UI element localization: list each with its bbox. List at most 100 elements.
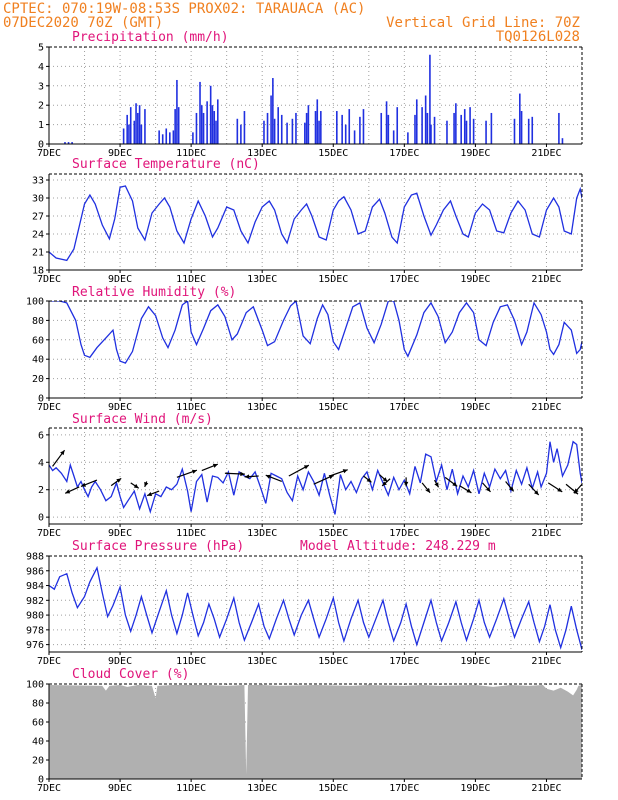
cloud-cover-data bbox=[49, 685, 582, 779]
wind-arrowhead bbox=[382, 477, 388, 482]
precipitation-bar bbox=[392, 130, 395, 144]
wind-arrowhead bbox=[240, 471, 245, 477]
header-location: CPTEC: 070:19W-08:53S PROX02: TARAUACA (… bbox=[3, 1, 365, 17]
precipitation-bar bbox=[344, 124, 347, 144]
wind-xtick-label: 9DEC bbox=[108, 528, 132, 539]
pressure-title: Surface Pressure (hPa) bbox=[72, 539, 244, 554]
precipitation-bar bbox=[490, 112, 493, 144]
wind-arrowhead bbox=[452, 481, 458, 487]
wind-title: Surface Wind (m/s) bbox=[72, 412, 213, 427]
precipitation-bar bbox=[353, 130, 356, 144]
precipitation-bar bbox=[336, 111, 338, 144]
precipitation-bar bbox=[433, 116, 436, 144]
precipitation-bar bbox=[513, 118, 516, 144]
wind-arrowhead bbox=[147, 492, 153, 496]
temperature-ytick-label: 33 bbox=[32, 176, 44, 187]
precipitation-ytick-label: 3 bbox=[38, 81, 44, 92]
pressure-ytick-label: 986 bbox=[26, 566, 44, 577]
pressure-ytick-label: 980 bbox=[26, 611, 44, 622]
cloud-cover-xtick-label: 7DEC bbox=[37, 783, 61, 794]
pressure-panel: 976 978 980 982 984 986 988 7DEC 9DEC 11DEC 13DEC 1… bbox=[26, 552, 583, 667]
humidity-ytick-label: 100 bbox=[26, 297, 44, 308]
precipitation-bar bbox=[158, 130, 160, 144]
cloud-cover-xtick-label: 13DEC bbox=[247, 783, 277, 794]
wind-xtick-label: 11DEC bbox=[176, 528, 206, 539]
precipitation-bar bbox=[316, 99, 319, 144]
precipitation-bar bbox=[280, 114, 283, 144]
cloud-cover-xtick-label: 9DEC bbox=[108, 783, 132, 794]
precipitation-bar bbox=[64, 142, 66, 144]
cloud-cover-ytick-label: 0 bbox=[38, 775, 44, 786]
wind-arrowhead bbox=[244, 474, 250, 479]
temperature-data bbox=[49, 185, 582, 262]
wind-arrowhead bbox=[60, 450, 65, 456]
precipitation-bar bbox=[67, 142, 70, 144]
cloud-cover-ytick-label: 80 bbox=[32, 699, 44, 710]
precipitation-bar bbox=[122, 128, 125, 144]
precipitation-bar bbox=[362, 109, 365, 144]
wind-arrowhead bbox=[116, 478, 122, 483]
precipitation-xtick-label: 15DEC bbox=[318, 148, 348, 159]
temperature-line bbox=[49, 185, 582, 262]
precipitation-bar bbox=[200, 105, 203, 144]
precipitation-bar bbox=[295, 112, 297, 144]
precipitation-bar bbox=[199, 81, 201, 144]
precipitation-ytick-label: 4 bbox=[38, 62, 44, 73]
precipitation-bar bbox=[320, 111, 322, 144]
precipitation-xtick-label: 13DEC bbox=[247, 148, 277, 159]
precipitation-bar bbox=[236, 118, 239, 144]
precipitation-xtick-label: 21DEC bbox=[531, 148, 561, 159]
wind-xtick-label: 15DEC bbox=[318, 528, 348, 539]
precipitation-bar bbox=[453, 112, 455, 144]
precipitation-xtick-label: 11DEC bbox=[176, 148, 206, 159]
cloud-cover-ytick-label: 40 bbox=[32, 737, 44, 748]
wind-arrowhead bbox=[403, 481, 409, 487]
temperature-xtick-label: 11DEC bbox=[176, 274, 206, 285]
pressure-ytick-label: 982 bbox=[26, 596, 44, 607]
precipitation-bar bbox=[211, 105, 214, 144]
pressure-ytick-label: 978 bbox=[26, 625, 44, 636]
precipitation-bar bbox=[527, 118, 530, 144]
precipitation-xtick-label: 19DEC bbox=[460, 148, 490, 159]
pressure-ytick-label: 988 bbox=[26, 552, 44, 563]
precipitation-bar bbox=[558, 112, 560, 144]
precipitation-bar bbox=[348, 109, 351, 144]
pressure-data bbox=[49, 565, 582, 650]
precipitation-bar bbox=[71, 142, 73, 144]
precipitation-bar bbox=[144, 109, 146, 144]
precipitation-bar bbox=[192, 132, 194, 144]
precipitation-ytick-label: 0 bbox=[38, 140, 44, 151]
precipitation-bar bbox=[177, 107, 180, 144]
humidity-ytick-label: 0 bbox=[38, 394, 44, 405]
header-grid-line: Vertical Grid Line: 70Z bbox=[386, 15, 580, 31]
wind-arrowhead bbox=[342, 469, 348, 474]
pressure-xtick-label: 11DEC bbox=[176, 656, 206, 667]
wind-line bbox=[49, 440, 582, 515]
humidity-line bbox=[49, 301, 582, 364]
chart-panels: 0 1 2 3 4 5 7DEC 9DEC 11DEC 13DEC 15DEC 17DEC 19DEC 2… bbox=[26, 43, 583, 794]
temperature-xtick-label: 21DEC bbox=[531, 274, 561, 285]
wind-arrowhead bbox=[382, 481, 387, 486]
pressure-xtick-label: 21DEC bbox=[531, 656, 561, 667]
cloud-cover-xtick-label: 11DEC bbox=[176, 783, 206, 794]
wind-arrowhead bbox=[425, 487, 431, 493]
precipitation-bar bbox=[465, 120, 468, 144]
precipitation-bar bbox=[129, 107, 132, 144]
precipitation-bar bbox=[172, 130, 175, 144]
wind-xtick-label: 19DEC bbox=[460, 528, 490, 539]
precipitation-bar bbox=[165, 128, 168, 144]
temperature-ytick-label: 21 bbox=[32, 248, 44, 259]
precipitation-bar bbox=[305, 112, 308, 144]
precipitation-bar bbox=[531, 116, 534, 144]
humidity-xtick-label: 11DEC bbox=[176, 402, 206, 413]
precipitation-bar bbox=[519, 93, 521, 144]
precipitation-bar bbox=[414, 114, 416, 144]
precipitation-xtick-label: 17DEC bbox=[389, 148, 419, 159]
precipitation-bar bbox=[206, 101, 208, 144]
temperature-xtick-label: 19DEC bbox=[460, 274, 490, 285]
precipitation-bar bbox=[135, 103, 137, 144]
precipitation-bar bbox=[137, 112, 139, 144]
header-model-id: TQ0126L028 bbox=[496, 29, 580, 45]
humidity-xtick-label: 13DEC bbox=[247, 402, 277, 413]
